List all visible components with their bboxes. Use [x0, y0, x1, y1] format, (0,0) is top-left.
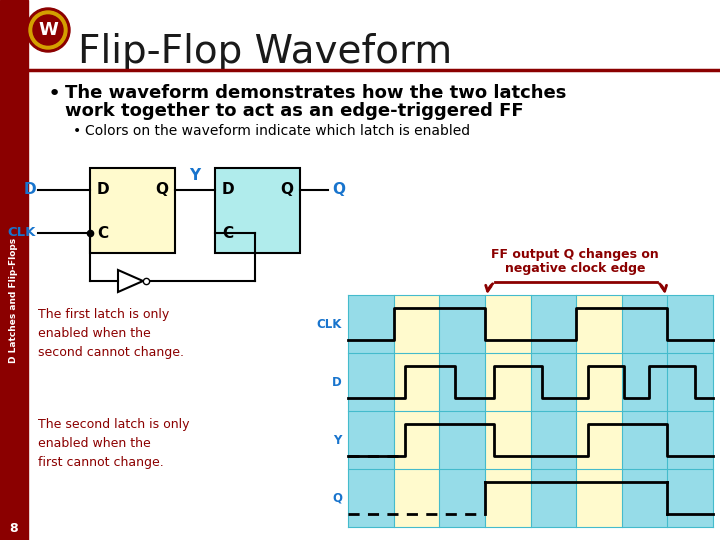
Text: C: C [222, 226, 233, 240]
Text: Q: Q [281, 183, 294, 198]
Text: D: D [222, 183, 234, 198]
Bar [394, 295, 439, 527]
Bar [215, 168, 300, 253]
Text: The first latch is only
enabled when the
second cannot change.: The first latch is only enabled when the… [38, 308, 184, 359]
Text: D: D [332, 375, 342, 388]
Bar [348, 295, 394, 527]
Text: D: D [23, 181, 36, 197]
Text: work together to act as an edge-triggered FF: work together to act as an edge-triggere… [65, 102, 523, 120]
Text: 8: 8 [9, 522, 18, 535]
Text: W: W [38, 21, 58, 39]
Bar [667, 295, 713, 527]
Text: negative clock edge: negative clock edge [505, 262, 645, 275]
Text: D: D [96, 183, 109, 198]
Text: •: • [73, 124, 81, 138]
Text: D Latches and Flip-Flops: D Latches and Flip-Flops [9, 238, 19, 362]
Text: Colors on the waveform indicate which latch is enabled: Colors on the waveform indicate which la… [85, 124, 470, 138]
Circle shape [33, 15, 63, 45]
Bar [485, 295, 531, 527]
Bar [0, 0, 28, 540]
Text: The waveform demonstrates how the two latches: The waveform demonstrates how the two la… [65, 84, 567, 102]
Circle shape [26, 8, 70, 52]
Text: •: • [48, 84, 61, 104]
Text: Flip-Flop Waveform: Flip-Flop Waveform [78, 33, 452, 71]
Text: Y: Y [333, 434, 342, 447]
Bar [576, 295, 622, 527]
Text: Q: Q [332, 491, 342, 504]
Bar [90, 168, 175, 253]
Bar [439, 295, 485, 527]
Bar [531, 295, 576, 527]
Text: Q: Q [156, 183, 168, 198]
Text: C: C [97, 226, 109, 240]
Text: CLK: CLK [317, 318, 342, 330]
Text: Y: Y [189, 168, 201, 184]
Text: CLK: CLK [8, 226, 36, 239]
Text: FF output Q changes on: FF output Q changes on [491, 248, 659, 261]
Circle shape [29, 11, 67, 49]
Bar [622, 295, 667, 527]
Text: Q: Q [332, 181, 345, 197]
Text: The second latch is only
enabled when the
first cannot change.: The second latch is only enabled when th… [38, 418, 189, 469]
Polygon shape [118, 270, 143, 292]
